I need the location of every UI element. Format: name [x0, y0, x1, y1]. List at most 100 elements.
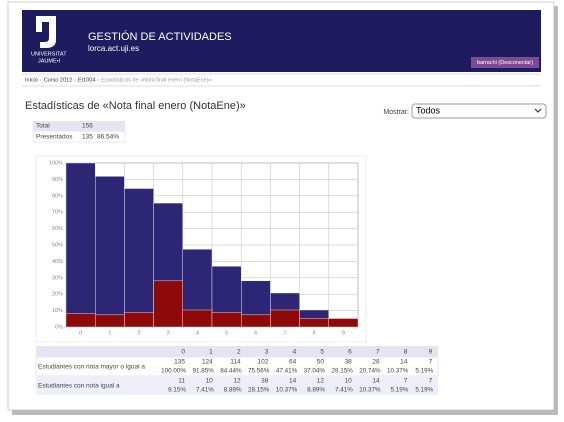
- chart: 0% 10% 20% 30% 40% 50% 60% 70% 80% 90% 100% 0 1 2 3 4 5 6…: [49, 160, 359, 336]
- logo-text: JAUME•I: [38, 58, 61, 64]
- x-tick-label: 4: [196, 330, 199, 336]
- table-count: 114: [230, 359, 241, 366]
- bar: [211, 312, 242, 328]
- summary: Total 156 Presentados 135 86.54%: [36, 123, 119, 141]
- summary-cell: Presentados: [36, 134, 73, 141]
- table-count: 102: [258, 359, 269, 366]
- header-band: [22, 10, 541, 72]
- table-row-label: Estudiantes con nota mayor o igual a: [38, 364, 145, 371]
- breadcrumb-item[interactable]: Inicio: [25, 77, 38, 83]
- table-percent: 28.15%: [331, 368, 353, 375]
- logo-mark: [36, 16, 56, 48]
- bar: [299, 318, 330, 328]
- x-tick-label: 0: [79, 330, 82, 336]
- table-percent: 10.37%: [276, 387, 298, 394]
- x-tick-label: 6: [254, 330, 257, 336]
- bar: [124, 312, 154, 328]
- x-tick-label: 7: [283, 330, 286, 336]
- summary-cell: 86.54%: [97, 134, 119, 141]
- table-header-cell: 6: [348, 349, 352, 356]
- table-count: 64: [289, 359, 297, 366]
- breadcrumb-separator: ›: [40, 77, 42, 83]
- table-percent: 10.37%: [387, 368, 409, 375]
- table-header-cell: 3: [265, 349, 269, 356]
- table-header-cell: 4: [293, 349, 297, 356]
- bar: [65, 313, 96, 328]
- logo-text: UNIVERSITAT: [31, 51, 67, 57]
- table-percent: 75.56%: [248, 368, 270, 375]
- table-percent: 47.41%: [276, 368, 298, 375]
- table-count: 10: [206, 378, 214, 385]
- table-percent: 7.41%: [335, 387, 353, 394]
- table-count: 14: [372, 378, 380, 385]
- filter-select[interactable]: [411, 103, 547, 119]
- breadcrumb-separator: ›: [97, 77, 99, 83]
- breadcrumb: Inicio › Curso 2012 › EI1004 › Estadísticas de…: [25, 77, 212, 83]
- y-tick-label: 20%: [52, 292, 63, 298]
- table-percent: 8.89%: [224, 387, 242, 394]
- table-count: 12: [233, 378, 241, 385]
- table-percent: 5.19%: [415, 368, 433, 375]
- app-title: GESTIÓN DE ACTIVIDADES: [88, 30, 232, 43]
- table-percent: 7.41%: [196, 387, 214, 394]
- x-tick-label: 8: [313, 330, 316, 336]
- y-tick-label: 40%: [52, 259, 63, 265]
- table-header-cell: 2: [237, 349, 241, 356]
- breadcrumb-item: Estadísticas de «Nota final enero (NotaE…: [101, 77, 211, 83]
- table-header-bg: [36, 346, 438, 357]
- y-tick-label: 0%: [55, 324, 63, 330]
- y-tick-label: 60%: [52, 226, 63, 232]
- filter-label: Mostrar:: [383, 109, 409, 116]
- table-count: 11: [178, 378, 185, 385]
- table-count: 12: [317, 378, 325, 385]
- bar: [65, 162, 96, 328]
- x-tick-label: 2: [137, 330, 140, 336]
- table-header-cell: 9: [429, 349, 433, 356]
- filter-value[interactable]: Todos: [416, 105, 441, 115]
- y-tick-label: 50%: [52, 242, 63, 248]
- bar: [94, 314, 125, 328]
- bar: [240, 314, 271, 328]
- table-header-cell: 5: [320, 349, 324, 356]
- y-tick-label: 100%: [49, 160, 63, 166]
- y-tick-label: 10%: [52, 308, 63, 314]
- breadcrumb-separator: ›: [74, 77, 76, 83]
- bar: [328, 318, 359, 328]
- table-row-bg: [36, 376, 438, 395]
- table-count: 38: [261, 378, 269, 385]
- summary-cell: 156: [82, 123, 93, 130]
- app-host: lorca.act.uji.es: [88, 44, 139, 53]
- user-button-label[interactable]: barrachi (Desconectar): [477, 60, 533, 66]
- bar: [153, 280, 184, 328]
- table-count: 28: [372, 359, 380, 366]
- user-button[interactable]: [471, 57, 539, 68]
- table-percent: 100.00%: [161, 368, 186, 375]
- page-title: Estadísticas de «Nota final enero (NotaE…: [25, 100, 246, 112]
- x-tick-label: 1: [108, 330, 111, 336]
- y-tick-label: 70%: [52, 210, 63, 216]
- table-row-label: Estudiantes con nota igual a: [38, 383, 120, 390]
- select-chevron: [534, 108, 542, 113]
- table-percent: 5.19%: [391, 387, 409, 394]
- table-count: 7: [429, 359, 433, 366]
- table-count: 14: [400, 359, 408, 366]
- y-tick-label: 30%: [52, 275, 63, 281]
- bar: [270, 309, 300, 328]
- breadcrumb-item[interactable]: Curso 2012: [44, 77, 72, 83]
- breadcrumb-item[interactable]: EI1004: [78, 77, 95, 83]
- page-shadow: [12, 410, 558, 415]
- table-header-cell: 0: [181, 349, 185, 356]
- y-tick-label: 90%: [52, 177, 63, 183]
- table-percent: 37.04%: [304, 368, 326, 375]
- x-tick-label: 9: [342, 330, 345, 336]
- table-header-cell: 1: [209, 349, 213, 356]
- table-header-cell: 7: [376, 349, 380, 356]
- table-percent: 84.44%: [220, 368, 242, 375]
- bar: [182, 309, 213, 328]
- table-percent: 8.89%: [307, 387, 325, 394]
- bar: [94, 176, 125, 328]
- table-header-cell: 8: [404, 349, 408, 356]
- table-count: 14: [289, 378, 297, 385]
